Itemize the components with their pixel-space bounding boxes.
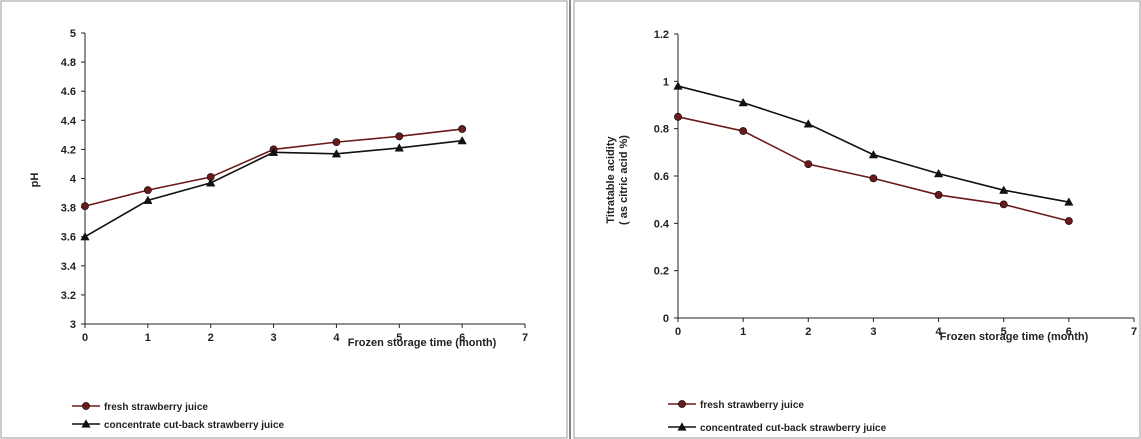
ph-data-point-triangle <box>457 135 467 145</box>
acid-legend-label: fresh strawberry juice <box>700 400 804 411</box>
acid-x-tick-label: 6 <box>1066 326 1072 338</box>
acid-data-point-triangle <box>738 97 748 107</box>
ph-x-tick-label: 5 <box>396 332 402 344</box>
ph-legend-label: fresh strawberry juice <box>104 402 208 413</box>
ph-x-tick-label: 7 <box>522 332 528 344</box>
acid-series-line-circle <box>677 116 1070 222</box>
acid-x-tick-label: 0 <box>675 326 681 338</box>
ph-data-point-triangle <box>80 231 90 241</box>
acid-data-point-triangle <box>673 81 683 90</box>
ph-y-tick-label: 3.6 <box>61 232 76 244</box>
acid-data-point-triangle <box>1064 197 1074 206</box>
ph-y-tick-label: 5 <box>70 28 76 40</box>
ph-data-point-circle <box>143 186 152 195</box>
acid-x-tick-label: 2 <box>805 326 811 338</box>
acid-data-point-circle <box>934 191 943 199</box>
ph-y-tick-label: 4.6 <box>61 86 76 98</box>
acid-data-point-circle <box>869 174 878 183</box>
acid-y-tick-label: 0.2 <box>654 266 669 278</box>
acid-x-tick-label: 5 <box>1001 326 1007 338</box>
ph-data-point-triangle <box>394 143 404 152</box>
ph-y-tick-label: 4.8 <box>61 57 76 69</box>
acid-legend-marker <box>678 400 686 408</box>
acid-series-line-triangle <box>677 85 1070 203</box>
ph-y-tick-label: 3 <box>70 319 76 331</box>
ph-y-tick-label: 4.2 <box>61 144 76 156</box>
ph-data-point-circle <box>395 132 404 141</box>
acid-x-tick-label: 7 <box>1131 326 1137 338</box>
acid-data-point-triangle <box>803 119 813 128</box>
right-chart-frame <box>573 0 1141 439</box>
acid-x-tick-label: 3 <box>870 326 876 338</box>
ph-x-tick-label: 2 <box>208 332 214 344</box>
ph-x-tick-label: 6 <box>459 332 465 344</box>
ph-x-tick-label: 3 <box>271 332 277 344</box>
ph-legend-marker <box>81 419 91 428</box>
ph-x-tick-label: 1 <box>145 332 151 344</box>
ph-data-point-triangle <box>331 149 342 158</box>
acid-x-axis-title: Frozen storage time (month) <box>940 331 1089 343</box>
ph-data-point-triangle <box>268 147 279 156</box>
acid-data-point-circle <box>674 112 682 121</box>
acid-y-tick-label: 0.6 <box>654 171 669 183</box>
left-chart-frame <box>0 0 568 439</box>
acid-legend-marker <box>677 422 687 431</box>
ph-x-tick-label: 4 <box>333 332 340 344</box>
acid-data-point-triangle <box>868 149 879 159</box>
acid-y-tick-label: 0 <box>663 313 669 325</box>
ph-data-point-circle <box>332 138 341 147</box>
ph-data-point-circle <box>81 202 89 211</box>
ph-y-tick-label: 4.4 <box>61 115 77 127</box>
acid-data-point-circle <box>999 200 1008 209</box>
acid-y-axis-title: ( as citric acid %) <box>618 135 630 225</box>
acid-y-tick-label: 1.2 <box>654 29 669 41</box>
ph-series-line-circle <box>84 128 463 207</box>
acid-x-tick-label: 4 <box>936 326 943 338</box>
acid-data-point-triangle <box>999 185 1009 194</box>
acid-data-point-circle <box>804 160 813 169</box>
ph-y-axis-title: pH <box>29 173 41 188</box>
ph-data-point-circle <box>458 125 467 133</box>
ph-x-axis-title: Frozen storage time (month) <box>348 337 497 349</box>
ph-y-tick-label: 3.2 <box>61 290 76 302</box>
acid-x-tick-label: 1 <box>740 326 746 338</box>
ph-y-tick-label: 3.4 <box>61 261 77 273</box>
ph-y-tick-label: 4 <box>70 174 77 186</box>
acid-y-axis-title: Titratable acidity <box>605 136 617 224</box>
acid-y-tick-label: 0.8 <box>654 124 669 136</box>
acid-y-tick-label: 0.4 <box>654 218 670 230</box>
acid-data-point-circle <box>1064 217 1073 225</box>
ph-legend-label: concentrate cut-back strawberry juice <box>104 420 285 431</box>
acid-data-point-triangle <box>933 168 944 178</box>
ph-data-point-triangle <box>206 178 216 187</box>
ph-x-tick-label: 0 <box>82 332 88 344</box>
acid-data-point-circle <box>739 127 748 135</box>
ph-legend-marker <box>82 402 90 410</box>
ph-y-tick-label: 3.8 <box>61 203 76 215</box>
acid-y-tick-label: 1 <box>663 76 669 88</box>
acid-legend-label: concentrated cut-back strawberry juice <box>700 423 887 434</box>
ph-data-point-triangle <box>143 195 153 204</box>
